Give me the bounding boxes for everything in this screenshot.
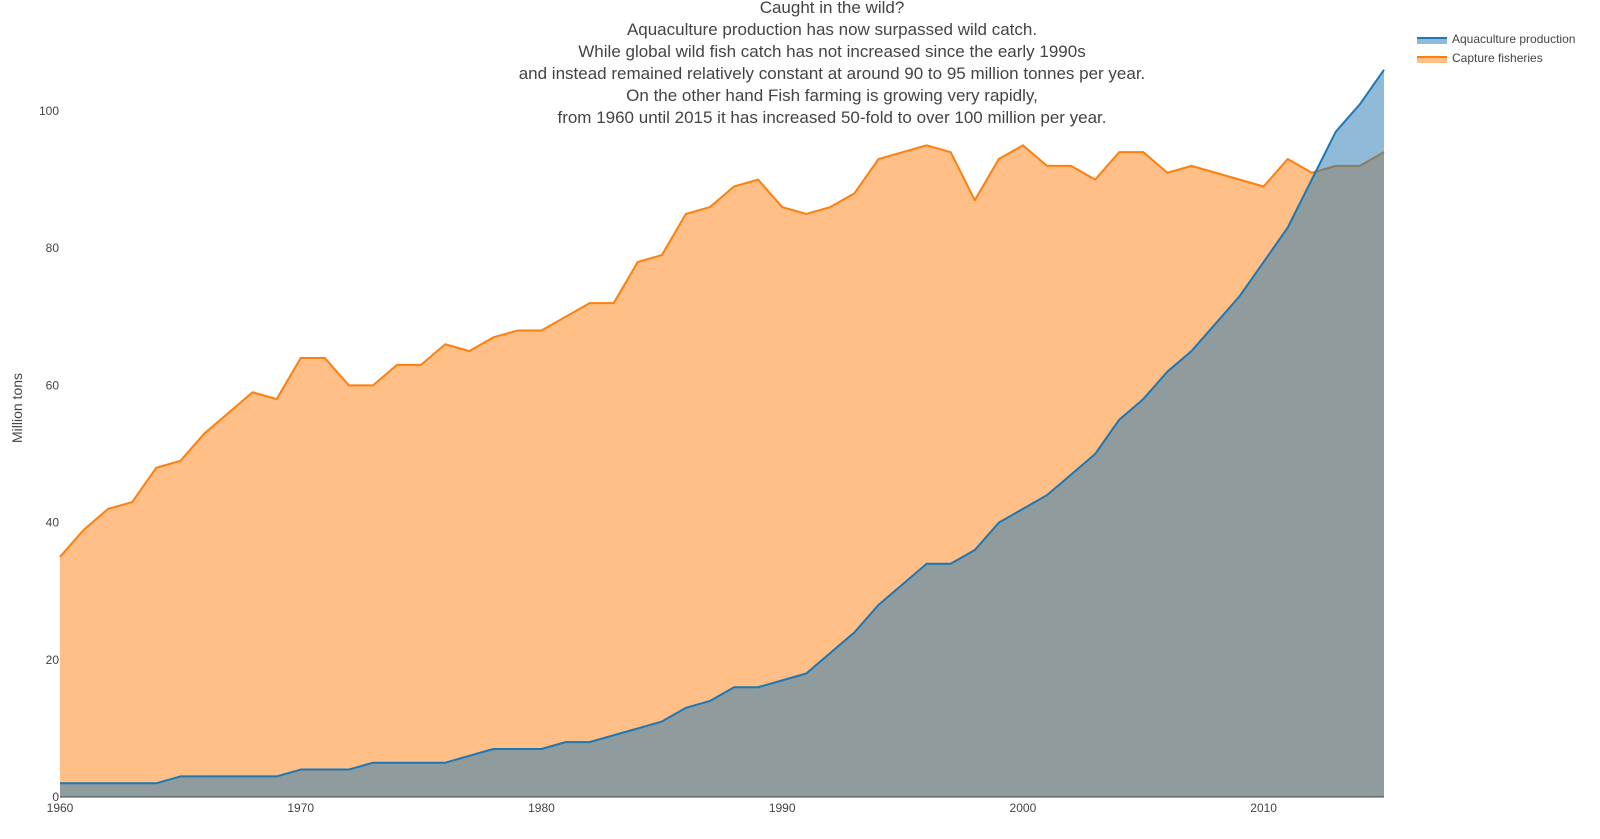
plot-area	[59, 69, 1385, 798]
chart-title: Caught in the wild? Aquaculture producti…	[519, 0, 1146, 127]
series-line	[60, 69, 1385, 785]
y-axis-title: Million tons	[9, 373, 25, 443]
y-tick-label: 100	[39, 104, 59, 118]
chart-title-line: On the other hand Fish farming is growin…	[626, 86, 1038, 105]
chart-title-line: from 1960 until 2015 it has increased 50…	[557, 108, 1106, 127]
x-tick-label: 1970	[287, 801, 314, 815]
x-tick-label: 1960	[47, 801, 74, 815]
legend-label: Capture fisheries	[1452, 51, 1543, 65]
y-tick-label: 0	[52, 790, 59, 804]
legend-label: Aquaculture production	[1452, 32, 1575, 46]
y-tick-label: 60	[46, 378, 60, 392]
x-axis: 1960 1970 1980 1990 2000 2010	[47, 796, 1384, 815]
chart-title-line: Caught in the wild?	[760, 0, 905, 17]
y-tick-label: 40	[46, 516, 60, 530]
legend-swatch-fill	[1417, 57, 1447, 63]
x-tick-label: 2010	[1250, 801, 1277, 815]
legend: Aquaculture production Capture fisheries	[1417, 32, 1575, 65]
chart-title-line: and instead remained relatively constant…	[519, 64, 1146, 83]
chart-title-line: While global wild fish catch has not inc…	[578, 42, 1085, 61]
chart-title-line: Aquaculture production has now surpassed…	[627, 20, 1037, 39]
series-line	[59, 144, 1385, 558]
y-axis: 0 20 40 60 80 100	[39, 104, 59, 804]
x-tick-label: 2000	[1010, 801, 1037, 815]
legend-item[interactable]: Capture fisheries	[1417, 51, 1543, 65]
y-tick-label: 80	[46, 241, 60, 255]
y-tick-label: 20	[46, 653, 60, 667]
x-tick-label: 1990	[769, 801, 796, 815]
x-tick-label: 1980	[528, 801, 555, 815]
legend-item[interactable]: Aquaculture production	[1417, 32, 1575, 46]
legend-swatch-fill	[1417, 38, 1447, 44]
series-area	[60, 69, 1384, 798]
